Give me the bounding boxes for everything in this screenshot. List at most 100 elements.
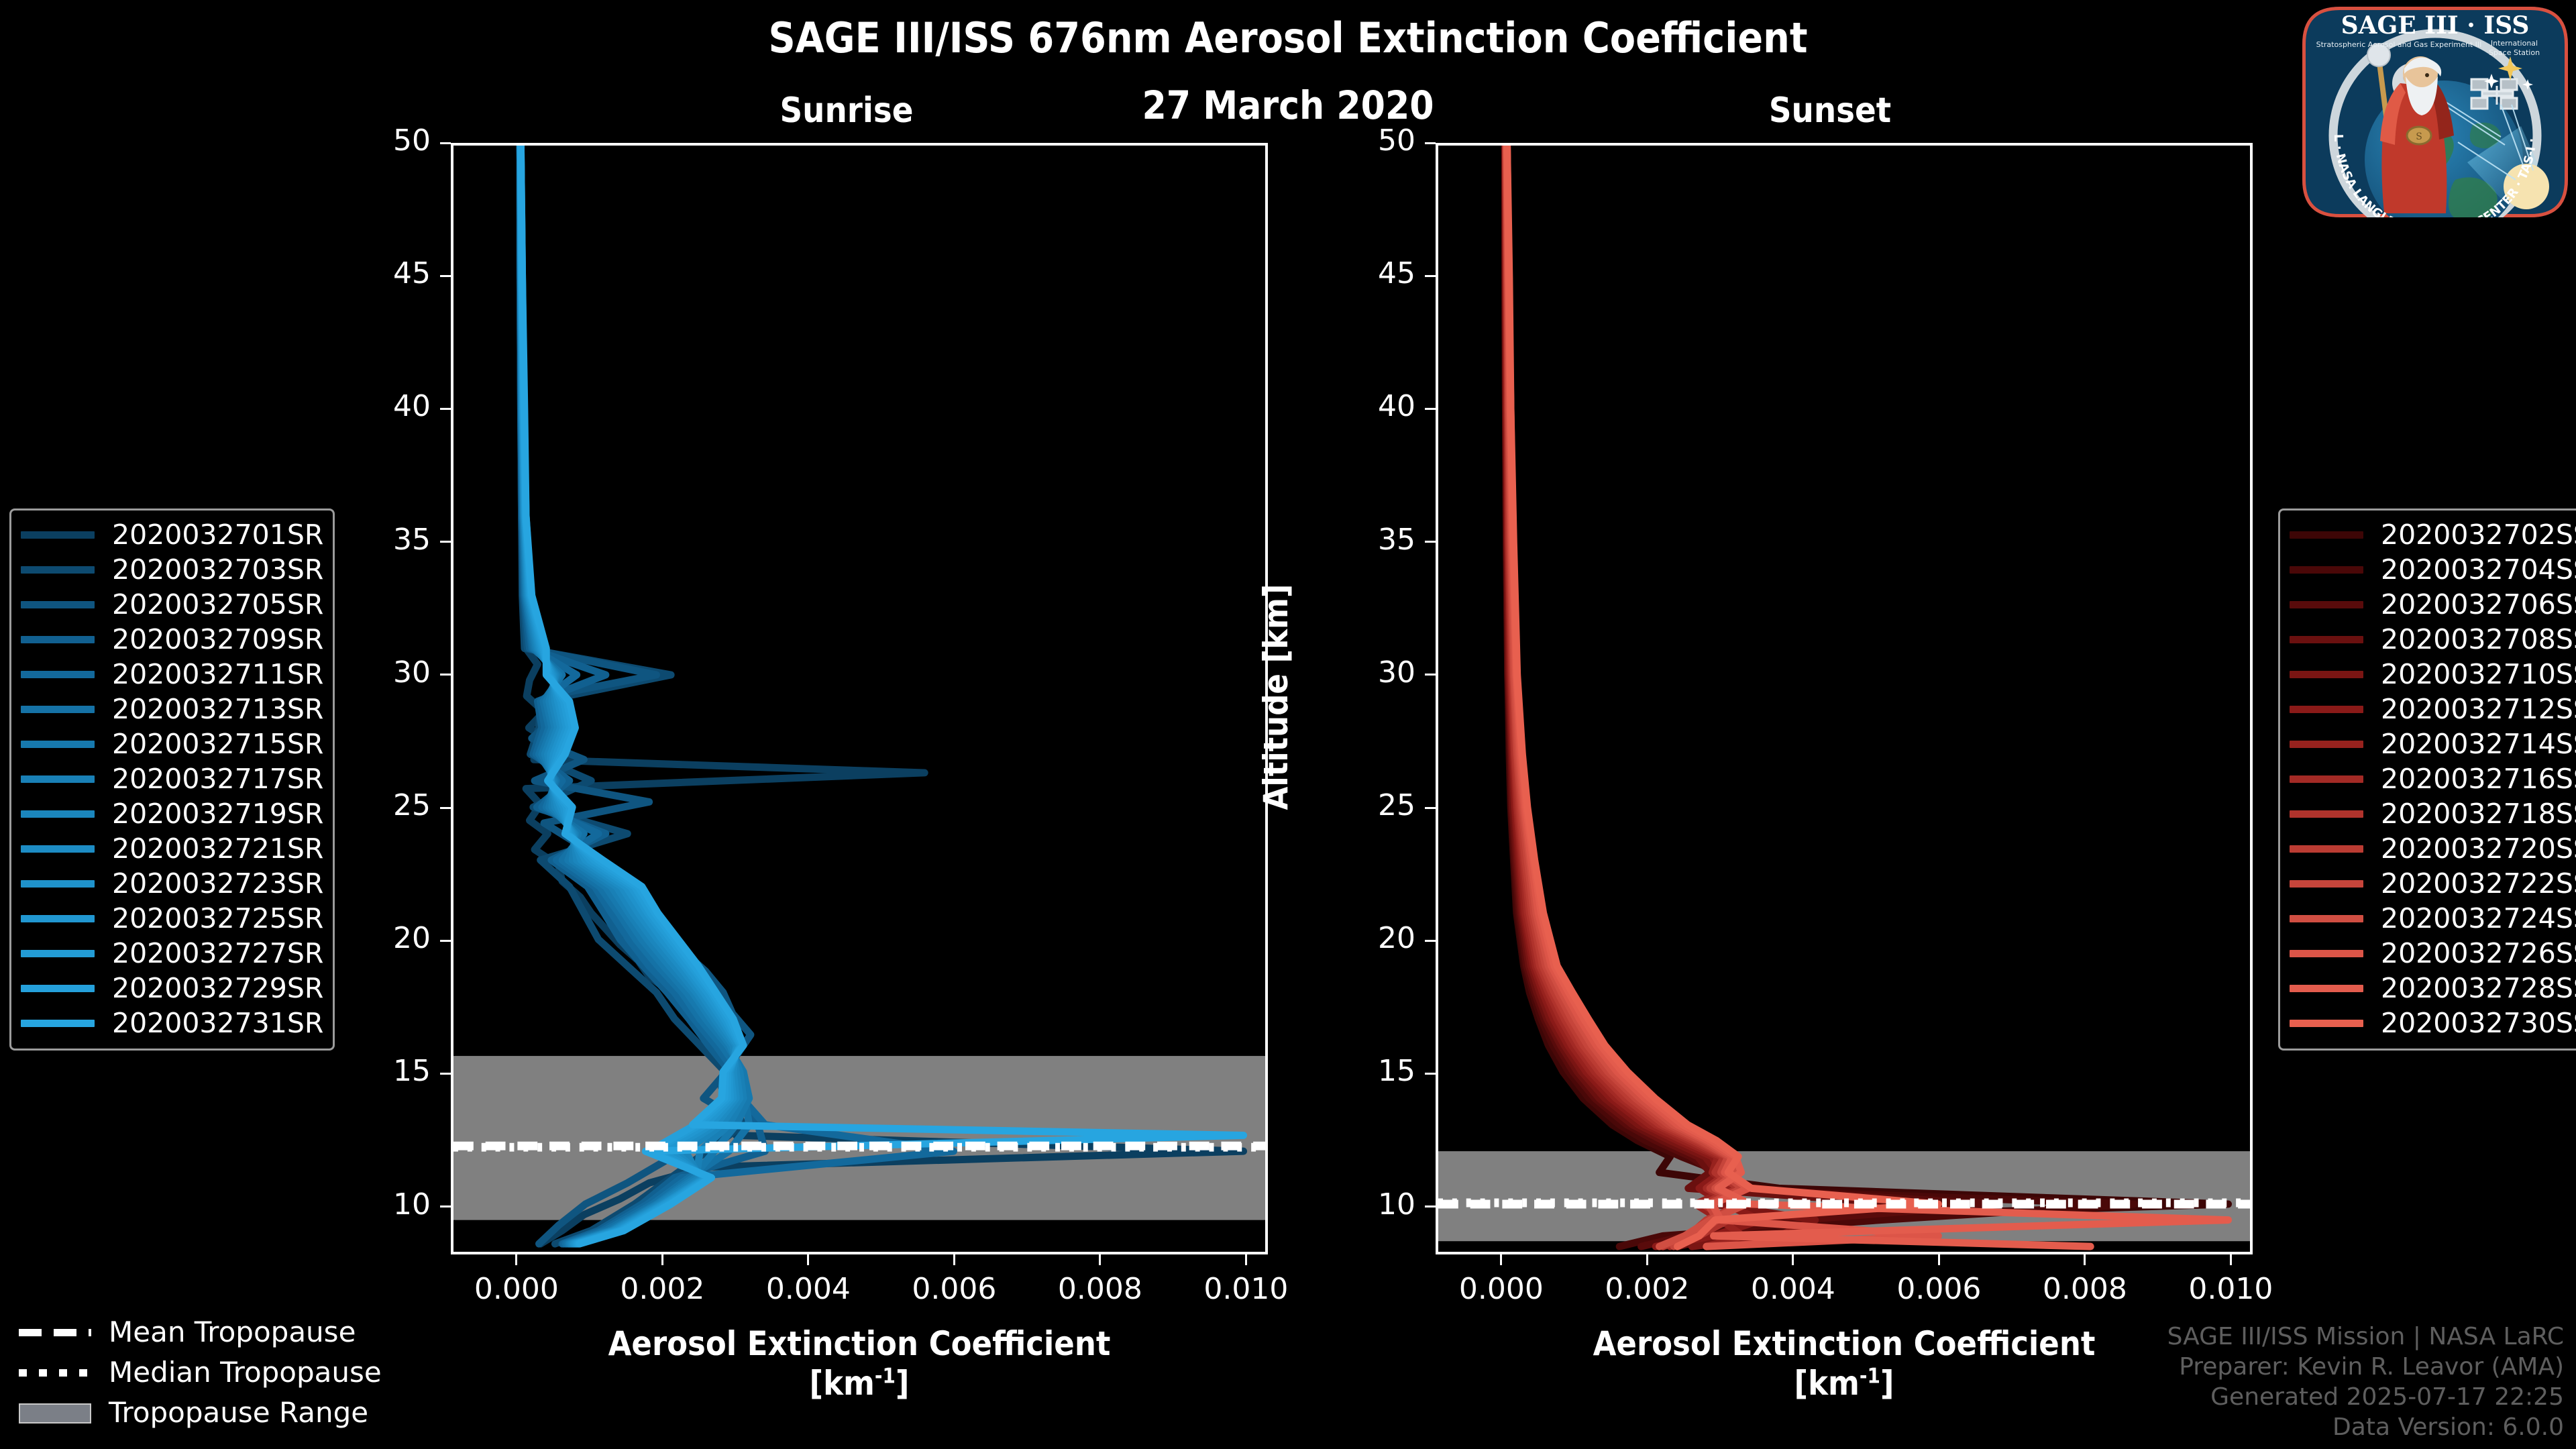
legend-event-label: 2020032726SS: [2381, 937, 2576, 969]
y-tick-label: 40: [393, 389, 431, 424]
x-tick-label: 0.000: [1458, 1272, 1544, 1306]
legend-color-swatch: [21, 949, 95, 957]
x-tick-mark: [1099, 1254, 1102, 1265]
date-subtitle: 27 March 2020: [1142, 83, 1434, 128]
x-axis-label-units: [km-1]: [1794, 1364, 1894, 1403]
x-axis-label: Aerosol Extinction Coefficient [km-1]: [1436, 1324, 2253, 1403]
x-tick-label: 0.000: [474, 1272, 559, 1306]
legend-event-label: 2020032731SR: [112, 1007, 324, 1039]
legend-item-median-tropopause: Median Tropopause: [19, 1352, 382, 1392]
legend-event-label: 2020032722SS: [2381, 867, 2576, 900]
legend-event-label: 2020032730SS: [2381, 1007, 2576, 1039]
y-tick-mark: [440, 939, 451, 942]
legend-color-swatch: [21, 600, 95, 608]
legend-label-mean-tropopause: Mean Tropopause: [109, 1315, 356, 1348]
y-tick-mark: [440, 1205, 451, 1208]
legend-color-swatch: [21, 1019, 95, 1027]
legend-item-event: 2020032702SS: [2290, 517, 2576, 552]
y-tick-label: 10: [393, 1187, 431, 1222]
svg-text:S: S: [2416, 131, 2422, 142]
y-tick-label: 20: [393, 921, 431, 956]
legend-event-label: 2020032704SS: [2381, 553, 2576, 586]
y-tick-label: 30: [1378, 655, 1415, 690]
legend-event-label: 2020032713SR: [112, 693, 324, 725]
legend-event-label: 2020032708SS: [2381, 623, 2576, 655]
y-tick-mark: [440, 541, 451, 543]
y-tick-mark: [1425, 674, 1436, 676]
x-tick-label: 0.004: [765, 1272, 851, 1306]
legend-item-event: 2020032704SS: [2290, 552, 2576, 587]
legend-item-mean-tropopause: Mean Tropopause: [19, 1311, 382, 1352]
y-tick-label: 45: [393, 256, 431, 291]
page-title: SAGE III/ISS 676nm Aerosol Extinction Co…: [768, 13, 1808, 62]
x-tick-mark: [807, 1254, 810, 1265]
legend-item-event: 2020032713SR: [21, 692, 323, 727]
legend-item-event: 2020032715SR: [21, 727, 323, 761]
legend-event-label: 2020032728SS: [2381, 972, 2576, 1004]
legend-event-label: 2020032702SS: [2381, 519, 2576, 551]
legend-item-event: 2020032721SR: [21, 831, 323, 866]
x-tick-label: 0.004: [1750, 1272, 1835, 1306]
y-tick-mark: [1425, 939, 1436, 942]
y-tick-mark: [1425, 806, 1436, 809]
legend-color-swatch: [21, 670, 95, 678]
legend-color-swatch: [2290, 914, 2363, 922]
legend-color-swatch: [21, 740, 95, 748]
credits-block: SAGE III/ISS Mission | NASA LaRC Prepare…: [2167, 1322, 2564, 1442]
legend-event-label: 2020032724SS: [2381, 902, 2576, 934]
x-axis-label-units: [km-1]: [809, 1364, 910, 1403]
y-tick-label: 30: [393, 655, 431, 690]
legend-event-label: 2020032719SR: [112, 798, 324, 830]
y-tick-mark: [1425, 1072, 1436, 1075]
y-tick-mark: [440, 806, 451, 809]
x-tick-mark: [1646, 1254, 1648, 1265]
legend-color-swatch: [21, 810, 95, 818]
sunset-panel-title: Sunset: [1768, 91, 1892, 131]
y-tick-mark: [440, 1072, 451, 1075]
sunrise-profile-curves: [453, 146, 1265, 1248]
legend-color-swatch: [2290, 635, 2363, 643]
legend-item-event: 2020032723SR: [21, 866, 323, 901]
legend-item-tropopause-range: Tropopause Range: [19, 1392, 382, 1432]
legend-item-event: 2020032729SR: [21, 971, 323, 1006]
y-tick-label: 40: [1378, 389, 1415, 424]
legend-item-event: 2020032710SS: [2290, 657, 2576, 692]
legend-color-swatch: [2290, 1019, 2363, 1027]
legend-event-label: 2020032715SR: [112, 728, 324, 760]
legend-color-swatch: [2290, 775, 2363, 783]
credit-line-mission: SAGE III/ISS Mission | NASA LaRC: [2167, 1323, 2564, 1350]
x-tick-mark: [2084, 1254, 2086, 1265]
legend-event-label: 2020032729SR: [112, 972, 324, 1004]
filled-band-icon: [19, 1403, 91, 1424]
legend-event-label: 2020032706SS: [2381, 588, 2576, 621]
legend-item-event: 2020032701SR: [21, 517, 323, 552]
y-tick-mark: [1425, 1205, 1436, 1208]
legend-event-label: 2020032701SR: [112, 519, 324, 551]
x-axis-label-line1: Aerosol Extinction Coefficient: [608, 1324, 1111, 1363]
profile-line: [517, 146, 1248, 1248]
y-tick-label: 50: [393, 123, 431, 158]
sunset-profile-curves: [1438, 146, 2250, 1250]
legend-event-label: 2020032709SR: [112, 623, 324, 655]
legend-color-swatch: [21, 879, 95, 888]
legend-event-label: 2020032716SS: [2381, 763, 2576, 795]
x-tick-label: 0.008: [2042, 1272, 2127, 1306]
legend-label-median-tropopause: Median Tropopause: [109, 1355, 382, 1389]
legend-event-label: 2020032718SS: [2381, 798, 2576, 830]
legend-item-event: 2020032705SR: [21, 587, 323, 622]
legend-event-label: 2020032711SR: [112, 658, 324, 690]
legend-item-event: 2020032711SR: [21, 657, 323, 692]
y-tick-label: 25: [393, 788, 431, 823]
legend-color-swatch: [2290, 566, 2363, 574]
legend-color-swatch: [2290, 705, 2363, 713]
legend-item-event: 2020032724SS: [2290, 901, 2576, 936]
x-axis-label-line1: Aerosol Extinction Coefficient: [1593, 1324, 2096, 1363]
legend-item-event: 2020032717SR: [21, 761, 323, 796]
dashed-line-icon: [19, 1323, 91, 1340]
legend-event-label: 2020032727SR: [112, 937, 324, 969]
y-tick-label: 35: [393, 522, 431, 557]
legend-event-label: 2020032721SR: [112, 833, 324, 865]
legend-event-label: 2020032723SR: [112, 867, 324, 900]
profile-line: [1501, 146, 1913, 1250]
dotted-line-icon: [19, 1363, 91, 1381]
